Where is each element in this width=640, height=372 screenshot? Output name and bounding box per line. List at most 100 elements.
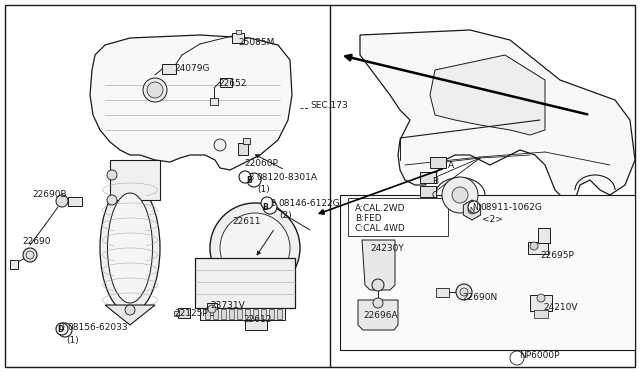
Bar [174,311,179,316]
Bar [261,309,266,319]
Bar [528,242,548,254]
Bar [436,288,449,297]
Circle shape [214,139,226,151]
Polygon shape [360,30,635,200]
Bar [243,138,250,144]
Bar [213,309,218,319]
Circle shape [530,242,538,250]
Circle shape [26,251,34,259]
Bar [530,295,552,311]
Bar [238,143,248,155]
Circle shape [23,248,37,262]
Bar [237,309,242,319]
Bar [110,160,160,200]
Circle shape [210,203,300,293]
Text: 22690N: 22690N [462,294,497,302]
Text: 22125P: 22125P [174,310,208,318]
Text: N: N [472,202,477,212]
Bar [178,308,190,318]
Bar [10,260,18,269]
Text: SEC.173: SEC.173 [310,100,348,109]
Text: 22690B: 22690B [32,189,67,199]
Text: (2): (2) [279,211,292,219]
Bar [68,197,82,206]
Circle shape [107,170,117,180]
Text: C: C [432,190,438,199]
Bar [220,78,232,87]
Polygon shape [463,200,481,220]
Text: A: A [448,160,454,170]
Text: 22611: 22611 [232,217,260,225]
Text: 22690: 22690 [22,237,51,246]
Bar [348,198,448,236]
Bar [420,172,436,183]
Polygon shape [105,305,155,325]
Circle shape [537,294,545,302]
Bar [538,228,550,243]
Circle shape [263,200,277,214]
Text: B:FED: B:FED [355,214,381,222]
Bar [205,309,210,319]
Ellipse shape [100,183,160,313]
Text: 22612: 22612 [243,315,271,324]
Bar [210,98,218,105]
Text: 08120-8301A: 08120-8301A [256,173,317,182]
Bar [236,30,241,34]
Bar [195,258,295,308]
Bar [340,195,635,350]
Circle shape [220,213,290,283]
Text: 23731V: 23731V [210,301,244,310]
Text: B: B [432,176,438,186]
Circle shape [452,187,468,203]
Circle shape [56,195,68,207]
Text: 22060P: 22060P [244,158,278,167]
Circle shape [125,305,135,315]
Text: D: D [57,326,63,334]
Text: C:CAL.4WD: C:CAL.4WD [355,224,406,232]
Bar [229,309,234,319]
Text: 22652: 22652 [218,78,246,87]
Bar [253,309,258,319]
Text: 24210V: 24210V [543,302,577,311]
Bar [420,186,436,197]
Circle shape [468,206,476,214]
Ellipse shape [108,193,152,303]
Bar [162,64,176,74]
Circle shape [107,195,117,205]
Bar [207,303,217,315]
Bar [534,310,548,318]
Polygon shape [430,55,545,135]
Circle shape [56,323,68,335]
Bar [232,33,244,43]
Bar [269,309,274,319]
Text: D: D [58,324,64,333]
Text: B: B [262,202,268,212]
Text: 25085M: 25085M [238,38,275,46]
Text: 08156-62033: 08156-62033 [67,324,127,333]
Circle shape [373,298,383,308]
Circle shape [143,78,167,102]
Text: 08146-6122G: 08146-6122G [278,199,340,208]
Bar [200,308,285,320]
Polygon shape [358,300,398,330]
Circle shape [510,351,524,365]
Text: 08911-1062G: 08911-1062G [480,202,542,212]
Text: B: B [248,173,253,182]
Text: (1): (1) [257,185,269,193]
Bar [277,309,282,319]
Circle shape [239,171,251,183]
Text: 22695P: 22695P [540,250,574,260]
Text: N: N [469,207,475,213]
Text: <2>: <2> [482,215,503,224]
Circle shape [442,177,478,213]
Text: A:CAL.2WD: A:CAL.2WD [355,203,406,212]
Circle shape [58,323,72,337]
Bar [245,320,267,330]
Bar [430,157,446,168]
Bar [221,309,226,319]
Bar [245,309,250,319]
Text: B: B [246,176,252,185]
Circle shape [460,288,468,296]
Circle shape [247,173,261,187]
Polygon shape [362,240,395,290]
